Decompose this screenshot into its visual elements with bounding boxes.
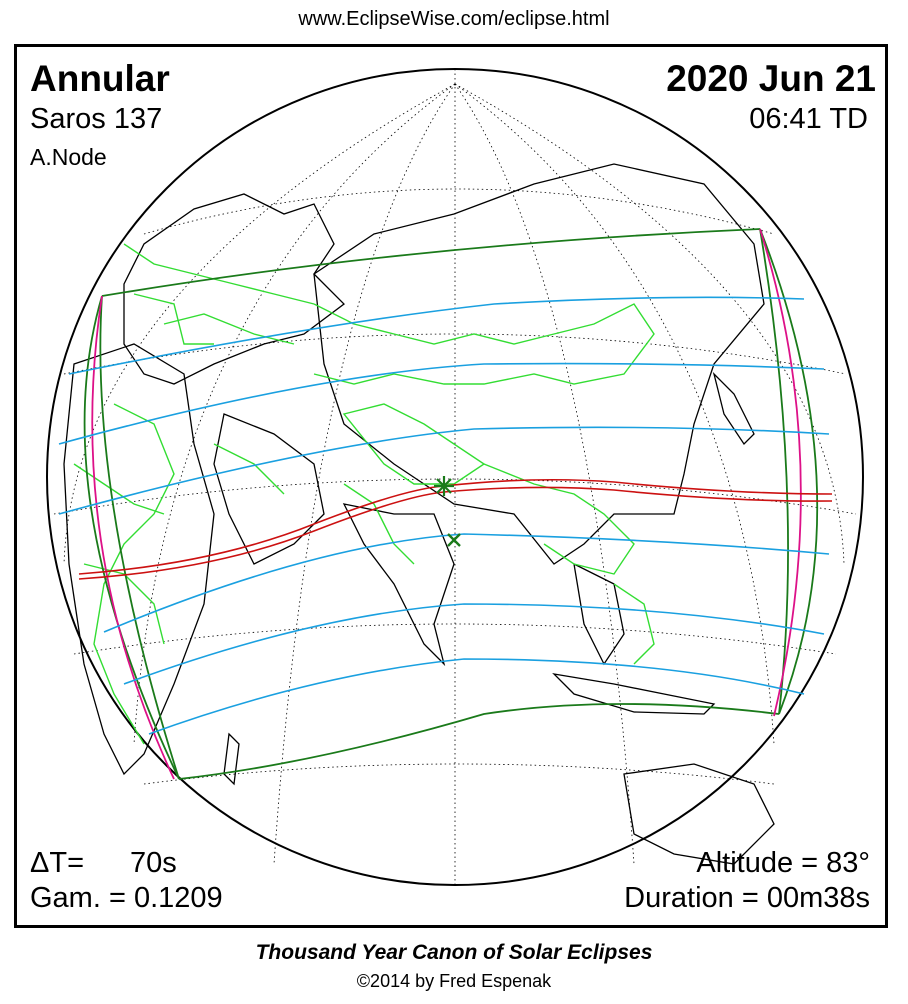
copyright-line: ©2014 by Fred Espenak xyxy=(356,971,552,991)
source-url: www.EclipseWise.com/eclipse.html xyxy=(298,8,610,30)
magnitude-curves xyxy=(58,296,830,735)
canon-title: Thousand Year Canon of Solar Eclipses xyxy=(255,941,653,964)
sub-solar-point-marker xyxy=(447,533,461,547)
duration-value: Duration = 00m38s xyxy=(624,882,870,914)
gamma-value: Gam. = 0.1209 xyxy=(30,882,223,914)
coastlines xyxy=(63,163,775,865)
sunrise-sunset-curves xyxy=(91,228,802,780)
central-path xyxy=(78,478,833,580)
penumbra-limits xyxy=(83,228,819,780)
globe-map xyxy=(46,68,864,886)
saros-number: Saros 137 xyxy=(30,103,163,135)
altitude-value: Altitude = 83° xyxy=(696,847,870,879)
greatest-eclipse-marker xyxy=(434,476,454,496)
eclipse-type: Annular xyxy=(30,58,170,99)
delta-t-value: 70s xyxy=(130,847,177,879)
eclipse-time: 06:41 TD xyxy=(749,103,868,135)
delta-t-label: ΔT= xyxy=(30,847,85,879)
graticule xyxy=(53,69,857,885)
eclipse-date: 2020 Jun 21 xyxy=(666,58,876,99)
political-borders xyxy=(73,243,655,745)
figure-frame xyxy=(14,44,888,928)
node-label: A.Node xyxy=(30,144,107,170)
